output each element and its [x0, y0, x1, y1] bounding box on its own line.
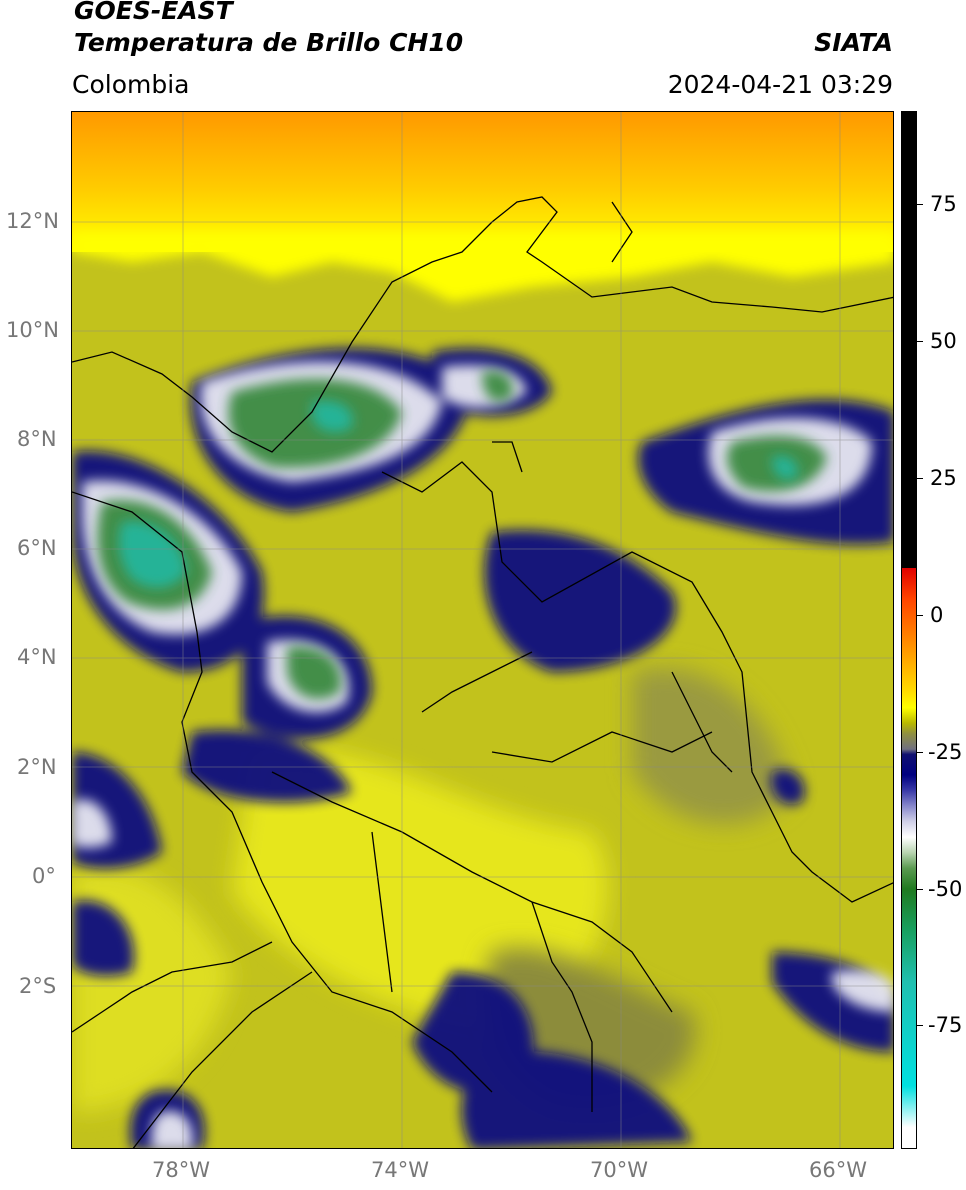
agency-label: SIATA — [814, 28, 893, 57]
colorbar-tick — [917, 752, 923, 753]
colorbar-label-minus25: -25 — [928, 740, 963, 764]
lon-label-78w: 78°W — [152, 1158, 210, 1182]
colorbar-label-0: 0 — [930, 603, 944, 627]
colorbar-tick — [917, 204, 923, 205]
colorbar-label-minus50: -50 — [928, 877, 963, 901]
colorbar — [901, 111, 917, 1149]
brightness-temperature-map — [71, 111, 894, 1149]
colorbar-label-25: 25 — [930, 466, 957, 490]
lat-label-12n: 12°N — [6, 209, 59, 233]
colorbar-tick — [917, 615, 923, 616]
colorbar-tick — [917, 341, 923, 342]
lon-label-70w: 70°W — [590, 1158, 648, 1182]
colorbar-label-minus75: -75 — [928, 1013, 963, 1037]
lat-label-2s: 2°S — [19, 974, 57, 998]
lon-label-74w: 74°W — [371, 1158, 429, 1182]
lat-label-2n: 2°N — [17, 755, 57, 779]
colorbar-tick — [917, 478, 923, 479]
colorbar-label-75: 75 — [930, 192, 957, 216]
colorbar-label-50: 50 — [930, 329, 957, 353]
satellite-image — [72, 112, 893, 1148]
region-label: Colombia — [72, 70, 190, 99]
colorbar-tick — [917, 889, 923, 890]
lat-label-4n: 4°N — [17, 645, 57, 669]
datetime-label: 2024-04-21 03:29 — [667, 70, 893, 99]
lon-label-66w: 66°W — [809, 1158, 867, 1182]
colorbar-tick — [917, 1025, 923, 1026]
product-title: Temperatura de Brillo CH10 — [74, 28, 464, 57]
satellite-title: GOES-EAST — [74, 0, 233, 25]
lat-label-10n: 10°N — [6, 318, 59, 342]
lat-label-6n: 6°N — [17, 536, 57, 560]
lat-label-0: 0° — [32, 864, 56, 888]
lat-label-8n: 8°N — [17, 427, 57, 451]
